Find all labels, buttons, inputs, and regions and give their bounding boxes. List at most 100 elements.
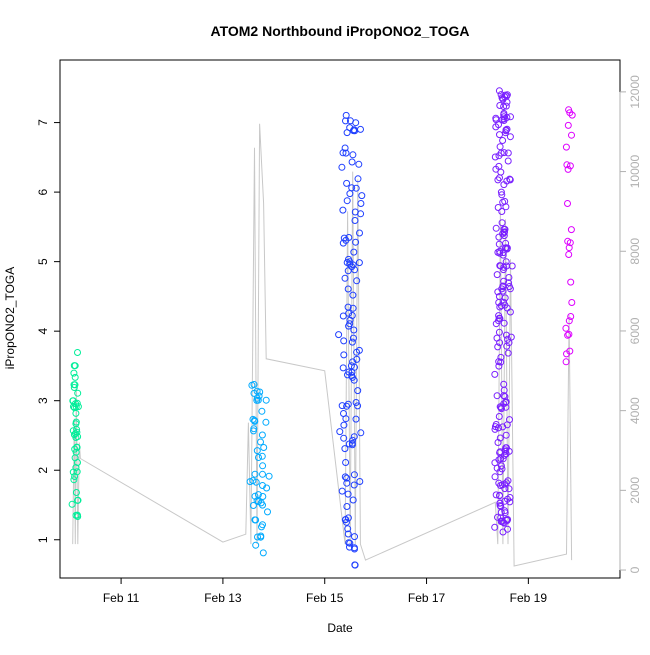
data-point-3-143: [503, 91, 511, 99]
data-point-3-167: [506, 285, 514, 293]
y-tick-label: 7: [36, 119, 50, 126]
data-point-1-41: [262, 418, 270, 426]
data-point-3-117: [493, 271, 501, 279]
data-point-0-39: [74, 349, 81, 356]
data-point-3-111: [506, 308, 514, 316]
data-point-2-90: [357, 429, 365, 437]
data-point-2-55: [338, 487, 346, 495]
data-point-3-177: [496, 303, 504, 311]
x-tick-label: Feb 17: [408, 591, 446, 605]
data-point-3-17: [502, 126, 510, 134]
data-point-3-187: [505, 447, 513, 455]
data-point-0-5: [70, 384, 78, 391]
data-point-3-134: [504, 349, 512, 357]
data-point-0-38: [69, 397, 77, 405]
data-point-2-70: [351, 561, 359, 569]
data-point-3-1: [506, 176, 514, 184]
data-point-1-43: [251, 470, 259, 478]
data-point-3-178: [498, 481, 506, 489]
data-point-3-156: [502, 331, 510, 339]
data-point-3-77: [494, 343, 502, 351]
data-point-3-190: [502, 431, 510, 439]
data-point-1-38: [264, 508, 271, 516]
data-point-4-12: [563, 350, 570, 358]
data-point-4-15: [564, 165, 572, 173]
data-point-2-100: [358, 192, 366, 200]
data-point-1-30: [265, 472, 273, 480]
data-point-2-5: [355, 346, 363, 354]
data-point-2-83: [349, 496, 357, 504]
y2-tick-label: 6000: [628, 317, 642, 344]
data-point-2-108: [343, 129, 351, 137]
data-point-2-8: [344, 490, 352, 498]
data-point-0-30: [73, 468, 81, 476]
x-tick-label: Feb 11: [103, 591, 140, 605]
y-tick-label: 6: [36, 188, 50, 195]
y2-tick-label: 2000: [628, 477, 642, 504]
data-point-2-81: [350, 481, 358, 489]
data-point-1-28: [253, 394, 261, 402]
data-point-2-80: [340, 421, 348, 429]
data-point-3-148: [494, 204, 502, 211]
data-point-4-24: [565, 244, 573, 252]
data-point-2-92: [343, 402, 351, 410]
data-point-2-84: [349, 261, 357, 269]
data-point-3-98: [505, 485, 513, 493]
data-point-2-69: [344, 303, 352, 311]
data-point-2-9: [352, 415, 360, 423]
data-point-3-73: [491, 473, 499, 481]
data-point-2-60: [346, 260, 354, 268]
data-point-1-5: [259, 470, 266, 478]
data-point-2-61: [351, 217, 359, 224]
data-point-4-14: [566, 162, 574, 170]
data-point-2-101: [340, 351, 348, 359]
y2-tick-label: 12000: [628, 75, 642, 109]
data-point-2-97: [345, 255, 352, 263]
data-point-2-112: [348, 338, 356, 346]
data-point-2-87: [340, 434, 348, 442]
y-tick-label: 1: [36, 536, 50, 543]
data-point-1-48: [246, 478, 254, 486]
data-point-2-65: [353, 355, 361, 363]
data-point-3-179: [494, 288, 502, 296]
data-point-4-13: [568, 299, 576, 306]
data-point-0-36: [70, 476, 78, 484]
x-tick-label: Feb 13: [204, 591, 242, 605]
data-point-2-85: [349, 304, 357, 312]
data-point-3-89: [500, 103, 508, 110]
data-point-1-49: [257, 499, 265, 507]
data-point-2-77: [342, 149, 350, 157]
y-tick-label: 3: [36, 397, 50, 404]
data-point-3-15: [506, 133, 514, 141]
data-point-2-47: [343, 197, 351, 205]
data-point-0-23: [71, 373, 79, 381]
data-point-3-59: [495, 87, 503, 95]
data-point-0-29: [72, 448, 80, 456]
data-point-2-62: [342, 518, 350, 526]
data-point-2-19: [353, 277, 361, 285]
data-point-1-16: [259, 462, 267, 470]
data-point-4-9: [565, 330, 573, 338]
data-point-0-15: [74, 496, 81, 504]
data-point-2-29: [346, 539, 354, 547]
data-point-1-25: [259, 549, 267, 557]
data-point-3-185: [500, 111, 508, 119]
data-point-0-24: [72, 511, 80, 519]
data-point-3-120: [499, 251, 507, 259]
data-point-0-31: [74, 433, 82, 441]
data-point-3-64: [493, 392, 501, 400]
data-point-3-107: [501, 228, 508, 236]
data-point-1-14: [250, 381, 258, 388]
data-point-3-138: [496, 491, 504, 499]
data-point-1-46: [249, 415, 257, 423]
data-point-0-37: [73, 443, 81, 451]
data-point-1-39: [251, 416, 258, 424]
data-point-3-33: [491, 523, 499, 531]
data-point-3-92: [497, 358, 505, 366]
data-point-3-84: [494, 176, 502, 184]
y2-tick-label: 8000: [628, 238, 642, 265]
data-point-1-34: [257, 438, 264, 446]
data-point-3-145: [495, 328, 503, 336]
data-point-3-115: [500, 319, 508, 327]
data-point-4-7: [565, 251, 573, 258]
